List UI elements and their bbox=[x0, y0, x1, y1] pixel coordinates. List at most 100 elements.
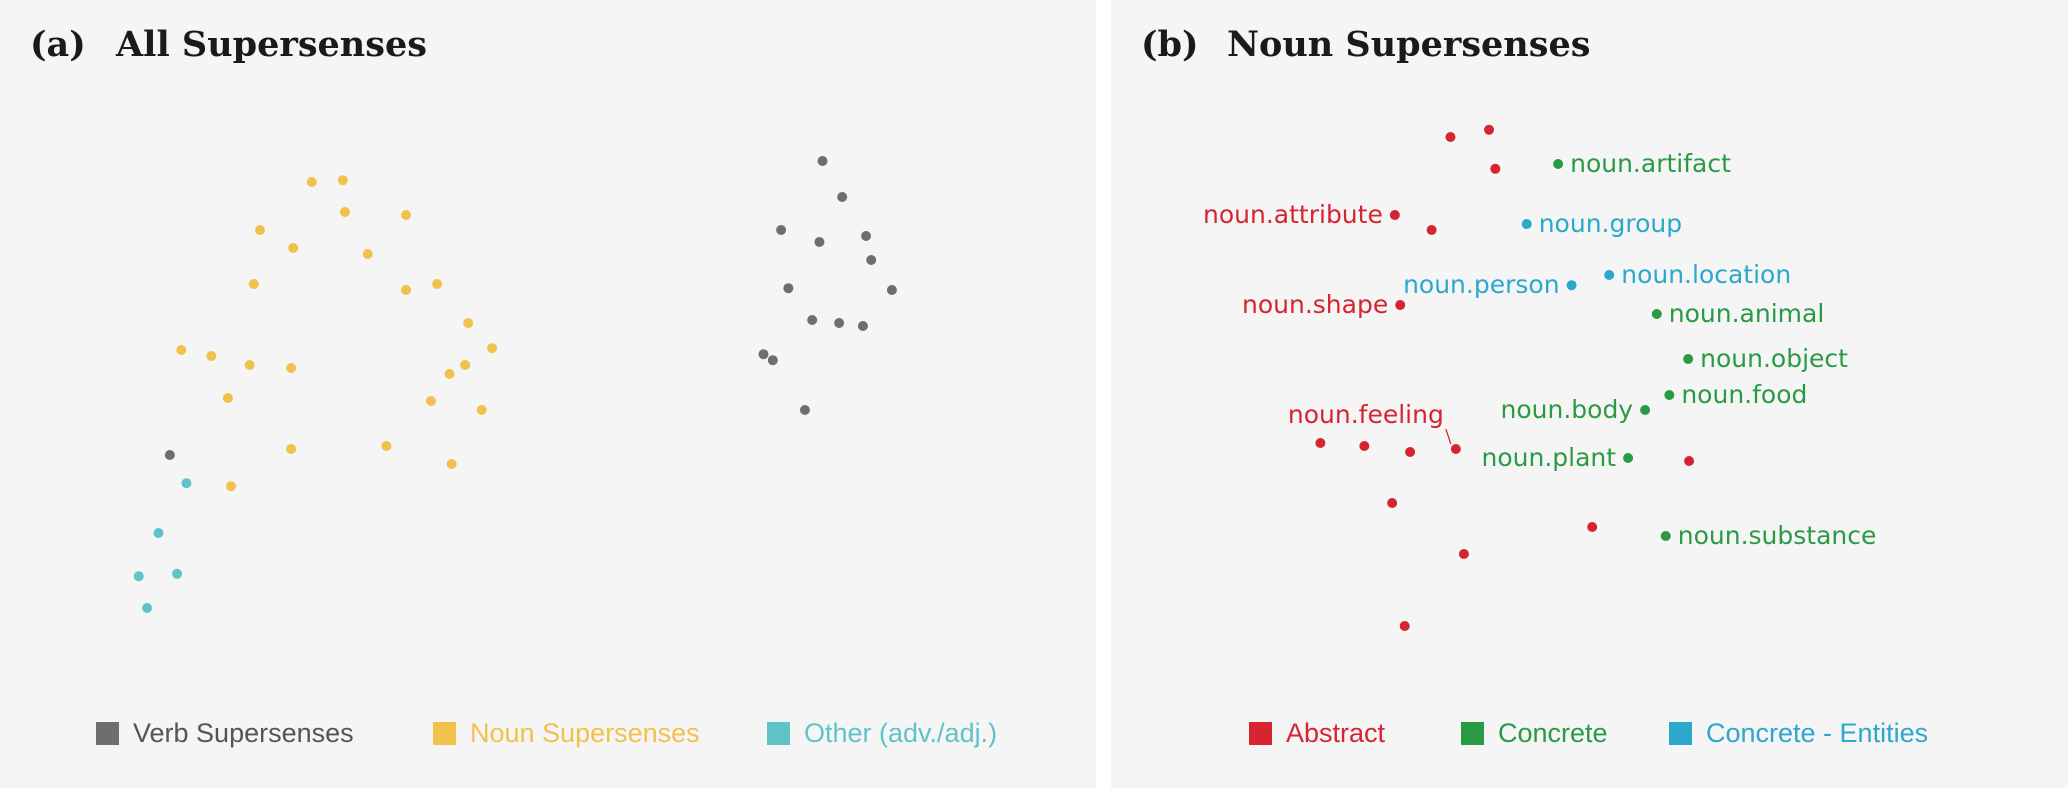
point-other-adv-adj-2 bbox=[133, 571, 144, 582]
point-noun-supersenses-10 bbox=[463, 318, 474, 328]
point-label-noun-location: noun.location bbox=[1621, 260, 1791, 289]
point-concrete-3 bbox=[1664, 390, 1675, 400]
panel-heading-b: Noun Supersenses bbox=[1227, 24, 1591, 65]
point-concrete-1 bbox=[1651, 309, 1662, 319]
point-abstract-2 bbox=[1490, 163, 1501, 174]
point-abstract-5 bbox=[1395, 300, 1406, 310]
point-noun-supersenses-5 bbox=[288, 243, 299, 253]
legend-swatch-abstract bbox=[1249, 722, 1272, 745]
point-label-noun-substance: noun.substance bbox=[1678, 521, 1877, 550]
point-verb-supersenses-5 bbox=[866, 255, 877, 265]
point-noun-supersenses-24 bbox=[225, 481, 236, 492]
point-noun-supersenses-19 bbox=[425, 396, 436, 406]
point-verb-supersenses-10 bbox=[857, 321, 868, 331]
point-noun-supersenses-23 bbox=[446, 459, 457, 469]
point-noun-supersenses-3 bbox=[401, 210, 412, 220]
point-abstract-4 bbox=[1426, 225, 1437, 235]
point-noun-supersenses-12 bbox=[206, 351, 217, 361]
point-abstract-12 bbox=[1587, 522, 1598, 532]
legend-label-concrete-entities: Concrete - Entities bbox=[1706, 718, 1929, 748]
point-noun-supersenses-1 bbox=[337, 175, 348, 186]
point-concrete-6 bbox=[1660, 531, 1671, 541]
point-verb-supersenses-12 bbox=[767, 355, 778, 366]
point-abstract-6 bbox=[1450, 444, 1461, 454]
point-abstract-3 bbox=[1389, 210, 1400, 220]
legend-item-abstract: Abstract bbox=[1249, 718, 1385, 749]
point-label-noun-object: noun.object bbox=[1700, 344, 1848, 373]
point-label-noun-plant: noun.plant bbox=[1482, 443, 1617, 472]
point-abstract-7 bbox=[1315, 438, 1326, 448]
legend-swatch-noun bbox=[433, 722, 456, 745]
point-noun-supersenses-22 bbox=[381, 441, 392, 451]
legend-item-other: Other (adv./adj.) bbox=[767, 718, 997, 749]
legend-swatch-concrete bbox=[1461, 722, 1484, 745]
point-verb-supersenses-1 bbox=[837, 192, 848, 202]
point-abstract-1 bbox=[1484, 124, 1495, 135]
point-concrete-entities-0 bbox=[1521, 219, 1532, 229]
point-label-noun-animal: noun.animal bbox=[1669, 299, 1825, 328]
panel-title-b: (b) Noun Supersenses bbox=[1141, 24, 1590, 65]
point-concrete-5 bbox=[1623, 453, 1634, 463]
panel-all-supersenses: (a) All Supersenses Verb Supersenses Noun… bbox=[30, 24, 998, 749]
legend-label-verb: Verb Supersenses bbox=[133, 718, 354, 748]
point-noun-supersenses-4 bbox=[254, 225, 265, 235]
point-abstract-0 bbox=[1445, 132, 1456, 142]
scatter-plot-b: noun.attribute noun.shape noun.feeling noun… bbox=[1203, 124, 1877, 631]
legend-swatch-concrete-entities bbox=[1669, 722, 1692, 745]
point-verb-supersenses-9 bbox=[834, 318, 845, 328]
scatter-plot-a bbox=[133, 156, 897, 613]
point-concrete-2 bbox=[1683, 354, 1694, 364]
point-noun-supersenses-21 bbox=[286, 444, 297, 454]
point-other-adv-adj-1 bbox=[153, 528, 164, 538]
point-abstract-8 bbox=[1359, 441, 1370, 451]
point-noun-supersenses-15 bbox=[487, 343, 498, 354]
point-noun-supersenses-14 bbox=[286, 363, 297, 373]
point-verb-supersenses-3 bbox=[814, 237, 825, 247]
point-abstract-14 bbox=[1399, 621, 1410, 631]
legend-label-concrete: Concrete bbox=[1498, 718, 1608, 748]
point-other-adv-adj-0 bbox=[181, 478, 192, 489]
point-label-noun-person: noun.person bbox=[1403, 270, 1559, 299]
legend-item-noun: Noun Supersenses bbox=[433, 718, 700, 749]
point-verb-supersenses-4 bbox=[861, 231, 872, 241]
point-abstract-13 bbox=[1458, 549, 1469, 559]
point-verb-supersenses-7 bbox=[783, 283, 794, 294]
point-verb-supersenses-6 bbox=[886, 285, 897, 295]
point-concrete-entities-1 bbox=[1604, 270, 1615, 280]
point-label-noun-shape: noun.shape bbox=[1242, 290, 1388, 319]
point-label-noun-artifact: noun.artifact bbox=[1570, 149, 1731, 178]
point-abstract-9 bbox=[1405, 447, 1416, 457]
leader-line-noun-feeling bbox=[1445, 428, 1452, 445]
point-noun-supersenses-17 bbox=[444, 369, 455, 379]
point-label-noun-body: noun.body bbox=[1501, 395, 1634, 424]
point-concrete-0 bbox=[1553, 159, 1564, 169]
point-verb-supersenses-8 bbox=[807, 315, 818, 325]
point-noun-supersenses-7 bbox=[248, 279, 259, 289]
point-label-noun-group: noun.group bbox=[1539, 209, 1682, 238]
point-noun-supersenses-8 bbox=[401, 285, 412, 295]
legend-item-concrete-entities: Concrete - Entities bbox=[1669, 718, 1928, 749]
panel-tag-a: (a) bbox=[30, 24, 86, 65]
point-verb-supersenses-13 bbox=[799, 405, 810, 415]
legend-label-abstract: Abstract bbox=[1286, 718, 1386, 748]
point-noun-supersenses-9 bbox=[432, 279, 443, 289]
point-noun-supersenses-2 bbox=[339, 207, 350, 217]
point-label-noun-feeling: noun.feeling bbox=[1288, 400, 1444, 429]
point-abstract-11 bbox=[1387, 498, 1398, 508]
legend-item-concrete: Concrete bbox=[1461, 718, 1608, 749]
point-abstract-10 bbox=[1684, 456, 1695, 466]
legend-item-verb: Verb Supersenses bbox=[96, 718, 354, 749]
point-concrete-entities-2 bbox=[1566, 280, 1577, 291]
panel-heading-a: All Supersenses bbox=[116, 24, 427, 65]
point-noun-supersenses-0 bbox=[306, 177, 317, 187]
legend-label-noun: Noun Supersenses bbox=[470, 718, 700, 748]
point-noun-supersenses-20 bbox=[476, 405, 487, 415]
point-verb-supersenses-11 bbox=[758, 349, 769, 360]
point-noun-supersenses-13 bbox=[244, 360, 255, 370]
point-concrete-4 bbox=[1640, 405, 1651, 415]
point-noun-supersenses-18 bbox=[222, 393, 233, 403]
point-other-adv-adj-4 bbox=[142, 603, 153, 613]
point-verb-supersenses-14 bbox=[164, 450, 175, 460]
point-noun-supersenses-11 bbox=[176, 345, 187, 355]
panel-noun-supersenses: (b) Noun Supersenses noun.attribute noun.s… bbox=[1111, 0, 2068, 788]
